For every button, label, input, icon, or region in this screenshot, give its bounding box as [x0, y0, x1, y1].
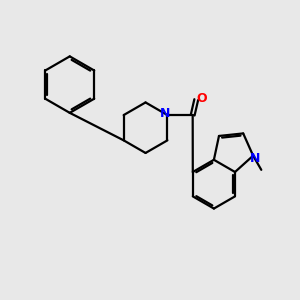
- Text: N: N: [249, 152, 260, 165]
- Text: O: O: [196, 92, 207, 105]
- Text: N: N: [160, 107, 170, 120]
